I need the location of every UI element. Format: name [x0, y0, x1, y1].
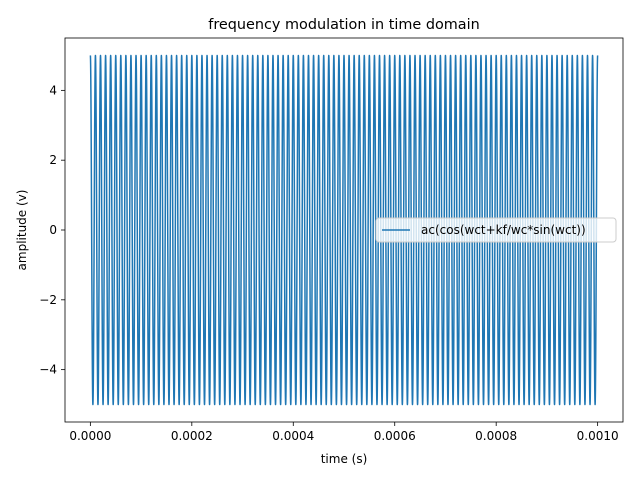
- y-axis-label: amplitude (v): [15, 190, 29, 271]
- y-tick-label: −4: [39, 363, 57, 377]
- x-tick-label: 0.0006: [374, 429, 416, 443]
- x-tick-label: 0.0002: [171, 429, 213, 443]
- x-tick-label: 0.0004: [272, 429, 314, 443]
- series-line-0: [89, 54, 599, 406]
- x-tick-label: 0.0000: [69, 429, 111, 443]
- legend-box: [375, 217, 617, 243]
- y-tick-label: −2: [39, 293, 57, 307]
- legend-entry: ac(cos(wct+kf/wc*sin(wct)): [421, 223, 586, 237]
- x-axis-label: time (s): [321, 452, 368, 466]
- y-ticks: −4 −2 0 2 4: [39, 83, 65, 377]
- y-tick-label: 2: [49, 153, 57, 167]
- x-tick-label: 0.0010: [577, 429, 619, 443]
- legend: ac(cos(wct+kf/wc*sin(wct)): [375, 217, 617, 243]
- x-tick-label: 0.0008: [475, 429, 517, 443]
- y-tick-label: 0: [49, 223, 57, 237]
- x-ticks: 0.0000 0.0002 0.0004 0.0006 0.0008 0.0010: [69, 422, 619, 443]
- chart-title: frequency modulation in time domain: [208, 17, 479, 33]
- y-tick-label: 4: [49, 83, 57, 97]
- series-layer: [89, 54, 599, 406]
